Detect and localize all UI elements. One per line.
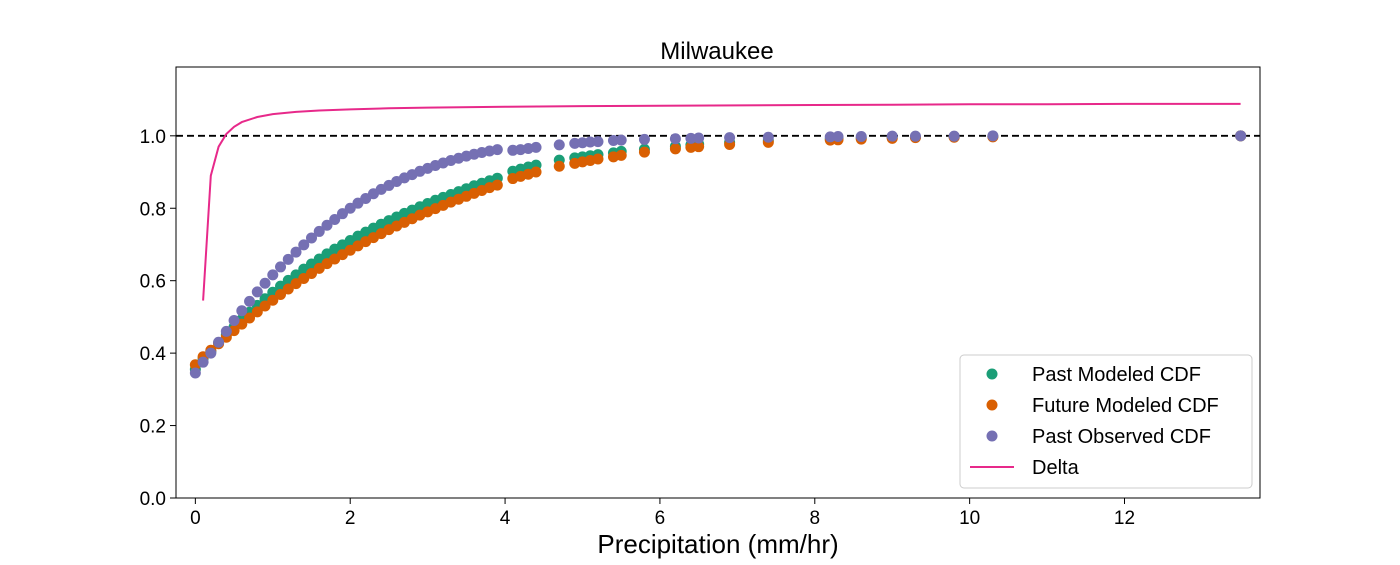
past-observed-cdf-point — [267, 269, 279, 281]
future-modeled-cdf-point — [491, 179, 503, 191]
y-tick-label: 0.0 — [140, 489, 166, 510]
future-modeled-cdf-point — [615, 149, 627, 161]
future-modeled-cdf-point — [298, 273, 310, 285]
past-observed-cdf-point — [685, 132, 697, 144]
x-tick-label: 6 — [655, 508, 666, 529]
x-axis-title: Precipitation (mm/hr) — [597, 529, 838, 559]
past-observed-cdf-point — [220, 325, 232, 337]
past-observed-cdf-point — [909, 130, 921, 142]
past-observed-cdf-point — [213, 336, 225, 348]
future-modeled-cdf-point — [306, 267, 317, 279]
y-tick-label: 0.4 — [140, 344, 167, 365]
past-observed-cdf-point — [530, 141, 542, 153]
future-modeled-cdf-point — [553, 160, 565, 172]
past-observed-cdf-point — [259, 277, 271, 289]
past-observed-cdf-point — [306, 232, 317, 244]
x-tick-label: 2 — [345, 508, 356, 529]
past-observed-cdf-point — [584, 136, 596, 148]
past-observed-cdf-point — [832, 131, 844, 143]
future-modeled-cdf-point — [244, 312, 256, 324]
past-observed-cdf-point — [282, 253, 294, 265]
future-modeled-cdf-point — [638, 146, 650, 158]
past-observed-cdf-point — [329, 213, 341, 225]
past-observed-cdf-point — [824, 131, 836, 143]
y-tick-label: 0.6 — [140, 272, 166, 293]
past-observed-cdf-point — [321, 219, 333, 231]
legend-past-modeled-cdf-label: Past Modeled CDF — [1032, 364, 1201, 386]
past-observed-cdf-point — [886, 130, 898, 142]
future-modeled-cdf-point — [290, 278, 302, 290]
chart-title: Milwaukee — [660, 38, 773, 65]
legend-past-observed-cdf-label: Past Observed CDF — [1032, 426, 1211, 448]
future-modeled-cdf-point — [259, 300, 271, 312]
past-observed-cdf-point — [553, 139, 565, 151]
x-axis: 0 2 4 6 8 10 12 — [190, 498, 1135, 529]
past-observed-cdf-point — [1235, 130, 1247, 142]
y-tick-label: 0.8 — [140, 199, 166, 220]
past-observed-cdf-point — [615, 134, 627, 146]
legend-future-modeled-cdf-label: Future Modeled CDF — [1032, 395, 1219, 417]
legend-delta-label: Delta — [1032, 457, 1080, 479]
x-tick-label: 4 — [500, 508, 511, 529]
legend-past-modeled-cdf-swatch — [986, 368, 998, 380]
y-axis: 0.0 0.2 0.4 0.6 0.8 1.0 — [140, 127, 176, 510]
x-tick-label: 8 — [809, 508, 820, 529]
future-modeled-cdf-point — [275, 288, 287, 300]
past-observed-cdf-point — [275, 261, 287, 273]
past-observed-cdf-point — [236, 305, 248, 317]
past-observed-cdf-point — [669, 133, 681, 145]
past-observed-cdf-point — [189, 367, 201, 379]
past-observed-cdf-point — [336, 208, 348, 220]
future-modeled-cdf-point — [669, 143, 681, 155]
future-modeled-cdf-point — [267, 294, 279, 306]
x-tick-label: 12 — [1114, 508, 1135, 529]
x-tick-label: 0 — [190, 508, 201, 529]
past-observed-cdf-point — [855, 131, 867, 143]
x-tick-label: 10 — [959, 508, 980, 529]
past-observed-cdf-point — [251, 286, 263, 298]
future-modeled-cdf-point — [251, 306, 263, 318]
y-tick-label: 1.0 — [140, 127, 166, 148]
past-observed-cdf-point — [592, 136, 604, 148]
past-observed-cdf-point — [344, 202, 356, 214]
delta-line — [202, 102, 1241, 301]
y-tick-label: 0.2 — [140, 417, 166, 438]
past-observed-cdf-point — [762, 131, 774, 143]
past-observed-cdf-point — [948, 130, 960, 142]
past-observed-cdf-point — [607, 135, 619, 147]
plot-area — [176, 102, 1260, 379]
past-observed-cdf-point — [228, 315, 240, 327]
past-observed-cdf-point — [638, 133, 650, 145]
past-observed-cdf-point — [298, 239, 310, 251]
legend-box — [959, 354, 1253, 489]
past-observed-cdf-point — [244, 295, 256, 307]
future-modeled-cdf-point — [530, 166, 542, 178]
legend-future-modeled-cdf-swatch — [986, 399, 998, 411]
legend: Past Modeled CDF Future Modeled CDF Past O… — [959, 354, 1253, 489]
plot-frame — [175, 66, 1261, 499]
past-observed-cdf-point — [290, 246, 302, 258]
future-modeled-cdf-point — [693, 141, 705, 153]
past-observed-cdf-point — [724, 132, 736, 144]
legend-past-observed-cdf-swatch — [986, 430, 998, 442]
past-observed-cdf-point — [693, 132, 705, 144]
past-observed-cdf-point — [313, 225, 325, 237]
future-modeled-cdf-point — [592, 153, 604, 165]
past-observed-cdf-point — [987, 130, 999, 142]
future-modeled-cdf-point — [282, 283, 294, 295]
past-observed-cdf-point — [491, 144, 503, 156]
past-observed-cdf-point — [197, 356, 209, 368]
past-observed-cdf-point — [205, 347, 217, 359]
